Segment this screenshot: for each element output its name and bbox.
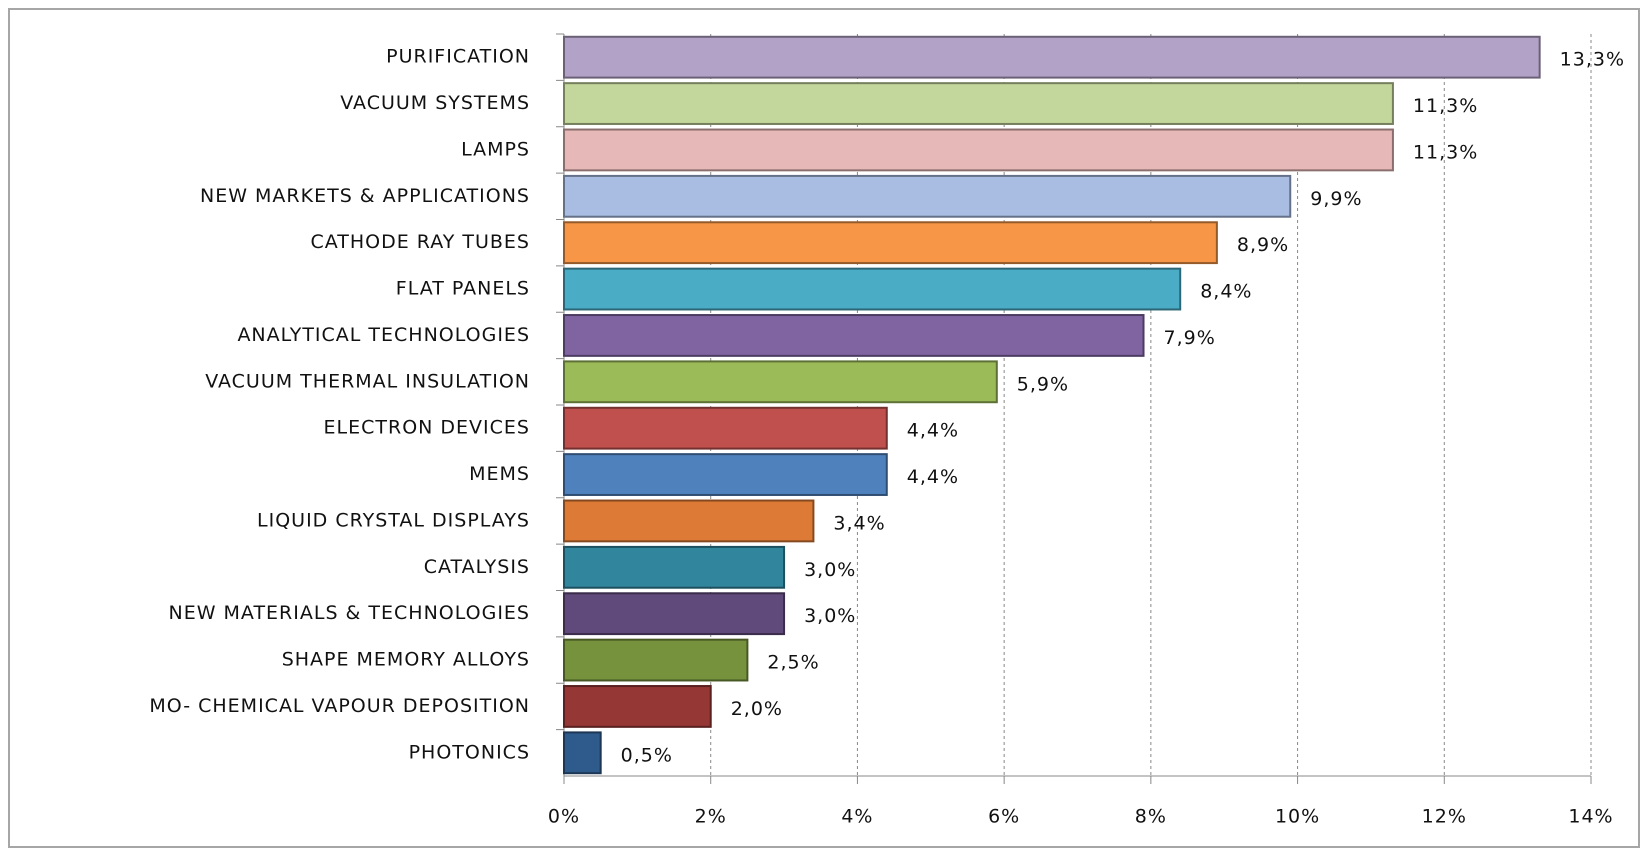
- bar: [563, 592, 786, 636]
- y-tick-label: NEW MARKETS & APPLICATIONS: [200, 185, 530, 207]
- y-tick-label: MO- CHEMICAL VAPOUR DEPOSITION: [149, 695, 530, 717]
- x-tick-label: 12%: [1422, 806, 1467, 828]
- bar: [563, 545, 786, 589]
- value-label: 7,9%: [1164, 327, 1216, 349]
- value-label: 8,4%: [1200, 281, 1252, 303]
- bar: [563, 638, 749, 682]
- x-tick-label: 8%: [1135, 806, 1167, 828]
- value-label: 13,3%: [1560, 49, 1625, 71]
- y-tick-label: SHAPE MEMORY ALLOYS: [282, 649, 530, 671]
- y-tick-label: PURIFICATION: [386, 46, 530, 68]
- value-label: 11,3%: [1413, 95, 1478, 117]
- value-label: 4,4%: [907, 466, 959, 488]
- value-label: 8,9%: [1237, 234, 1289, 256]
- y-tick-label: FLAT PANELS: [396, 278, 530, 300]
- x-tick-label: 6%: [988, 806, 1020, 828]
- value-label: 9,9%: [1310, 188, 1362, 210]
- y-tick-label: MEMS: [469, 463, 530, 485]
- bar: [563, 406, 888, 450]
- value-label: 3,4%: [833, 512, 885, 534]
- value-label: 0,5%: [621, 744, 673, 766]
- y-tick-label: NEW MATERIALS & TECHNOLOGIES: [168, 602, 530, 624]
- y-tick-label: PHOTONICS: [409, 741, 530, 763]
- bar: [563, 221, 1218, 265]
- value-label: 3,0%: [804, 605, 856, 627]
- bar: [563, 499, 815, 543]
- bar: [563, 267, 1182, 311]
- bar: [563, 174, 1292, 218]
- bar: [563, 731, 602, 775]
- y-tick-label: VACUUM THERMAL INSULATION: [205, 370, 530, 392]
- bar: [563, 35, 1541, 79]
- y-tick-label: LIQUID CRYSTAL DISPLAYS: [257, 509, 530, 531]
- y-tick-label: ELECTRON DEVICES: [324, 417, 530, 439]
- x-tick-label: 4%: [841, 806, 873, 828]
- value-label: 3,0%: [804, 559, 856, 581]
- y-tick-label: CATHODE RAY TUBES: [310, 231, 530, 253]
- bar: [563, 82, 1394, 125]
- bar: [563, 128, 1394, 172]
- value-label: 4,4%: [907, 420, 959, 442]
- value-label: 2,0%: [731, 698, 783, 720]
- y-tick-label: CATALYSIS: [424, 556, 530, 578]
- y-tick-label: VACUUM SYSTEMS: [340, 92, 530, 114]
- value-label: 11,3%: [1413, 141, 1478, 163]
- bar: [563, 360, 998, 404]
- y-tick-label: ANALYTICAL TECHNOLOGIES: [237, 324, 530, 346]
- x-tick-label: 0%: [548, 806, 580, 828]
- y-tick-label: LAMPS: [461, 138, 530, 160]
- x-tick-label: 2%: [695, 806, 727, 828]
- x-tick-label: 14%: [1568, 806, 1613, 828]
- bar: [563, 453, 888, 496]
- x-tick-label: 10%: [1275, 806, 1320, 828]
- value-label: 2,5%: [767, 652, 819, 674]
- value-label: 5,9%: [1017, 373, 1069, 395]
- bar: [563, 685, 712, 728]
- bar: [563, 314, 1145, 357]
